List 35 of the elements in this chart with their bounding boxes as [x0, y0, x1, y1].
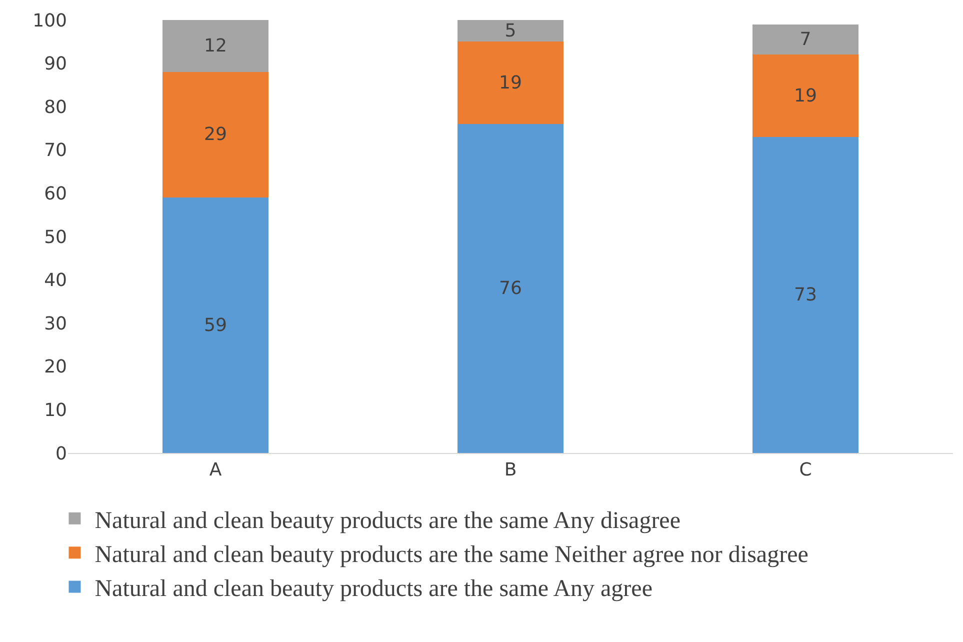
data-label: 76 — [499, 278, 522, 299]
y-tick-label: 90 — [44, 54, 67, 75]
data-label: 5 — [504, 20, 516, 42]
legend-label: Natural and clean beauty products are the same Neither agree nor disagree — [94, 542, 808, 568]
data-label: 29 — [204, 124, 227, 146]
legend-label: Natural and clean beauty products are the same Any disagree — [94, 508, 680, 534]
data-label: 59 — [204, 314, 227, 336]
y-tick-label: 0 — [56, 443, 67, 464]
bar — [162, 20, 269, 72]
data-label: 12 — [204, 35, 227, 56]
y-tick-label: 50 — [44, 226, 67, 248]
y-tick-label: 40 — [44, 270, 67, 292]
bar — [457, 124, 564, 453]
bar — [162, 198, 269, 453]
y-tick-label: 20 — [44, 356, 67, 378]
bar — [457, 42, 564, 124]
y-tick-label: 10 — [44, 400, 67, 421]
data-label: 7 — [800, 28, 812, 50]
y-tick-label: 30 — [44, 313, 67, 334]
y-tick-label: 60 — [44, 184, 67, 204]
legend-label: Natural and clean beauty products are the same Any agree — [94, 576, 652, 602]
x-tick-label: C — [799, 460, 812, 481]
data-label: 19 — [499, 72, 522, 94]
y-tick-label: 80 — [44, 96, 67, 118]
x-tick-label: A — [209, 460, 222, 481]
y-tick-label: 100 — [32, 10, 67, 32]
y-tick-label: 70 — [44, 140, 67, 162]
bar — [457, 20, 564, 42]
bar — [162, 72, 269, 198]
data-label: 19 — [794, 85, 817, 106]
bar — [752, 24, 859, 55]
bar — [752, 136, 859, 453]
bar — [752, 54, 859, 137]
data-label: 73 — [794, 284, 817, 306]
x-tick-label: B — [504, 460, 517, 481]
